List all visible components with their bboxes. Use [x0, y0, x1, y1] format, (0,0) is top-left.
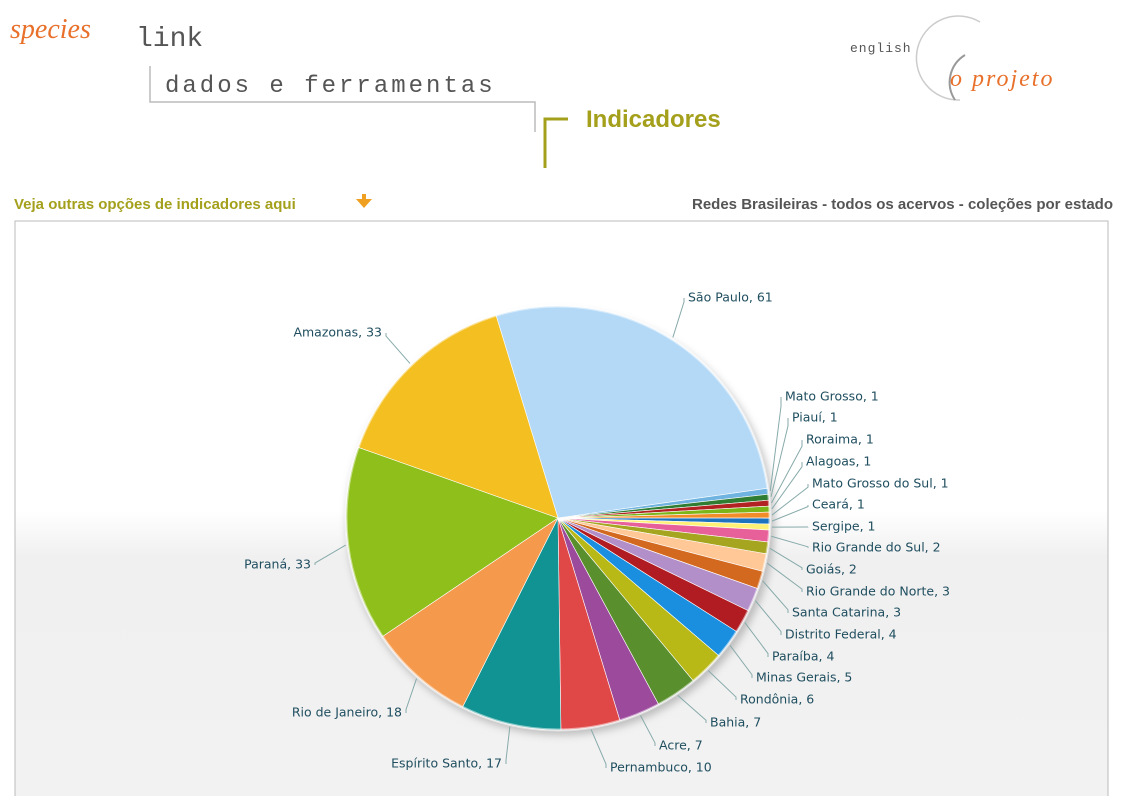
slice-label: Espírito Santo, 17 [391, 756, 502, 771]
slice-label: São Paulo, 61 [688, 290, 773, 305]
slice-label: Mato Grosso do Sul, 1 [812, 476, 949, 491]
slice-label: Ceará, 1 [812, 497, 865, 512]
leader-line [771, 462, 803, 510]
nav-bracket [149, 66, 536, 132]
slice-label: Paraíba, 4 [772, 649, 834, 664]
leader-line [754, 600, 782, 635]
slice-label: Bahia, 7 [710, 715, 761, 730]
slice-label: Minas Gerais, 5 [756, 670, 852, 685]
slice-label: Pernambuco, 10 [610, 760, 712, 775]
section-title: Indicadores [586, 106, 721, 133]
leader-line [590, 729, 607, 768]
slice-label: Rondônia, 6 [740, 692, 814, 707]
lang-link[interactable]: english [850, 41, 912, 56]
leader-line [640, 715, 656, 746]
section-bracket [543, 117, 568, 168]
slice-label: Acre, 7 [659, 738, 703, 753]
leader-line [314, 544, 346, 565]
slice-label: Paraná, 33 [244, 557, 311, 572]
options-link[interactable]: Veja outras opções de indicadores aqui [14, 196, 296, 213]
brand-species: species [10, 14, 91, 45]
leader-line [385, 333, 411, 364]
slice-label: Santa Catarina, 3 [792, 605, 901, 620]
project-link[interactable]: o projeto [950, 66, 1054, 92]
leader-line [762, 580, 789, 613]
leader-line [771, 440, 803, 504]
pie [344, 304, 772, 732]
leader-line [771, 535, 809, 548]
leader-line [770, 418, 789, 498]
leader-line [672, 298, 685, 338]
leader-line [729, 645, 753, 678]
down-arrow-icon[interactable] [356, 194, 372, 208]
leader-line [771, 484, 809, 516]
leader-line [677, 694, 707, 723]
chart-caption: Redes Brasileiras - todos os acervos - c… [692, 196, 1113, 213]
leader-line [744, 622, 769, 657]
brand-link: link [136, 24, 203, 55]
slice-label: Mato Grosso, 1 [785, 389, 879, 404]
leader-line [405, 678, 418, 713]
slice-label: Piauí, 1 [792, 410, 838, 425]
slice-label: Sergipe, 1 [812, 519, 875, 534]
slice-label: Amazonas, 33 [293, 325, 382, 340]
slice-label: Goiás, 2 [806, 562, 857, 577]
leader-line [769, 397, 782, 491]
leader-line [766, 562, 803, 592]
nav-tools[interactable]: dados e ferramentas [165, 73, 496, 100]
slice-label: Rio de Janeiro, 18 [292, 705, 402, 720]
leader-line [707, 670, 737, 700]
slice-label: Rio Grande do Norte, 3 [806, 584, 950, 599]
slice-label: Distrito Federal, 4 [785, 627, 897, 642]
project-arc-inner [948, 54, 966, 101]
leader-line [505, 726, 511, 764]
slice-label: Alagoas, 1 [806, 454, 871, 469]
slice-label: Rio Grande do Sul, 2 [812, 540, 941, 555]
pie-rim [344, 304, 772, 732]
slice-label: Roraima, 1 [806, 432, 874, 447]
leader-line [771, 505, 809, 522]
leader-line [769, 547, 803, 570]
project-arc [915, 15, 981, 101]
